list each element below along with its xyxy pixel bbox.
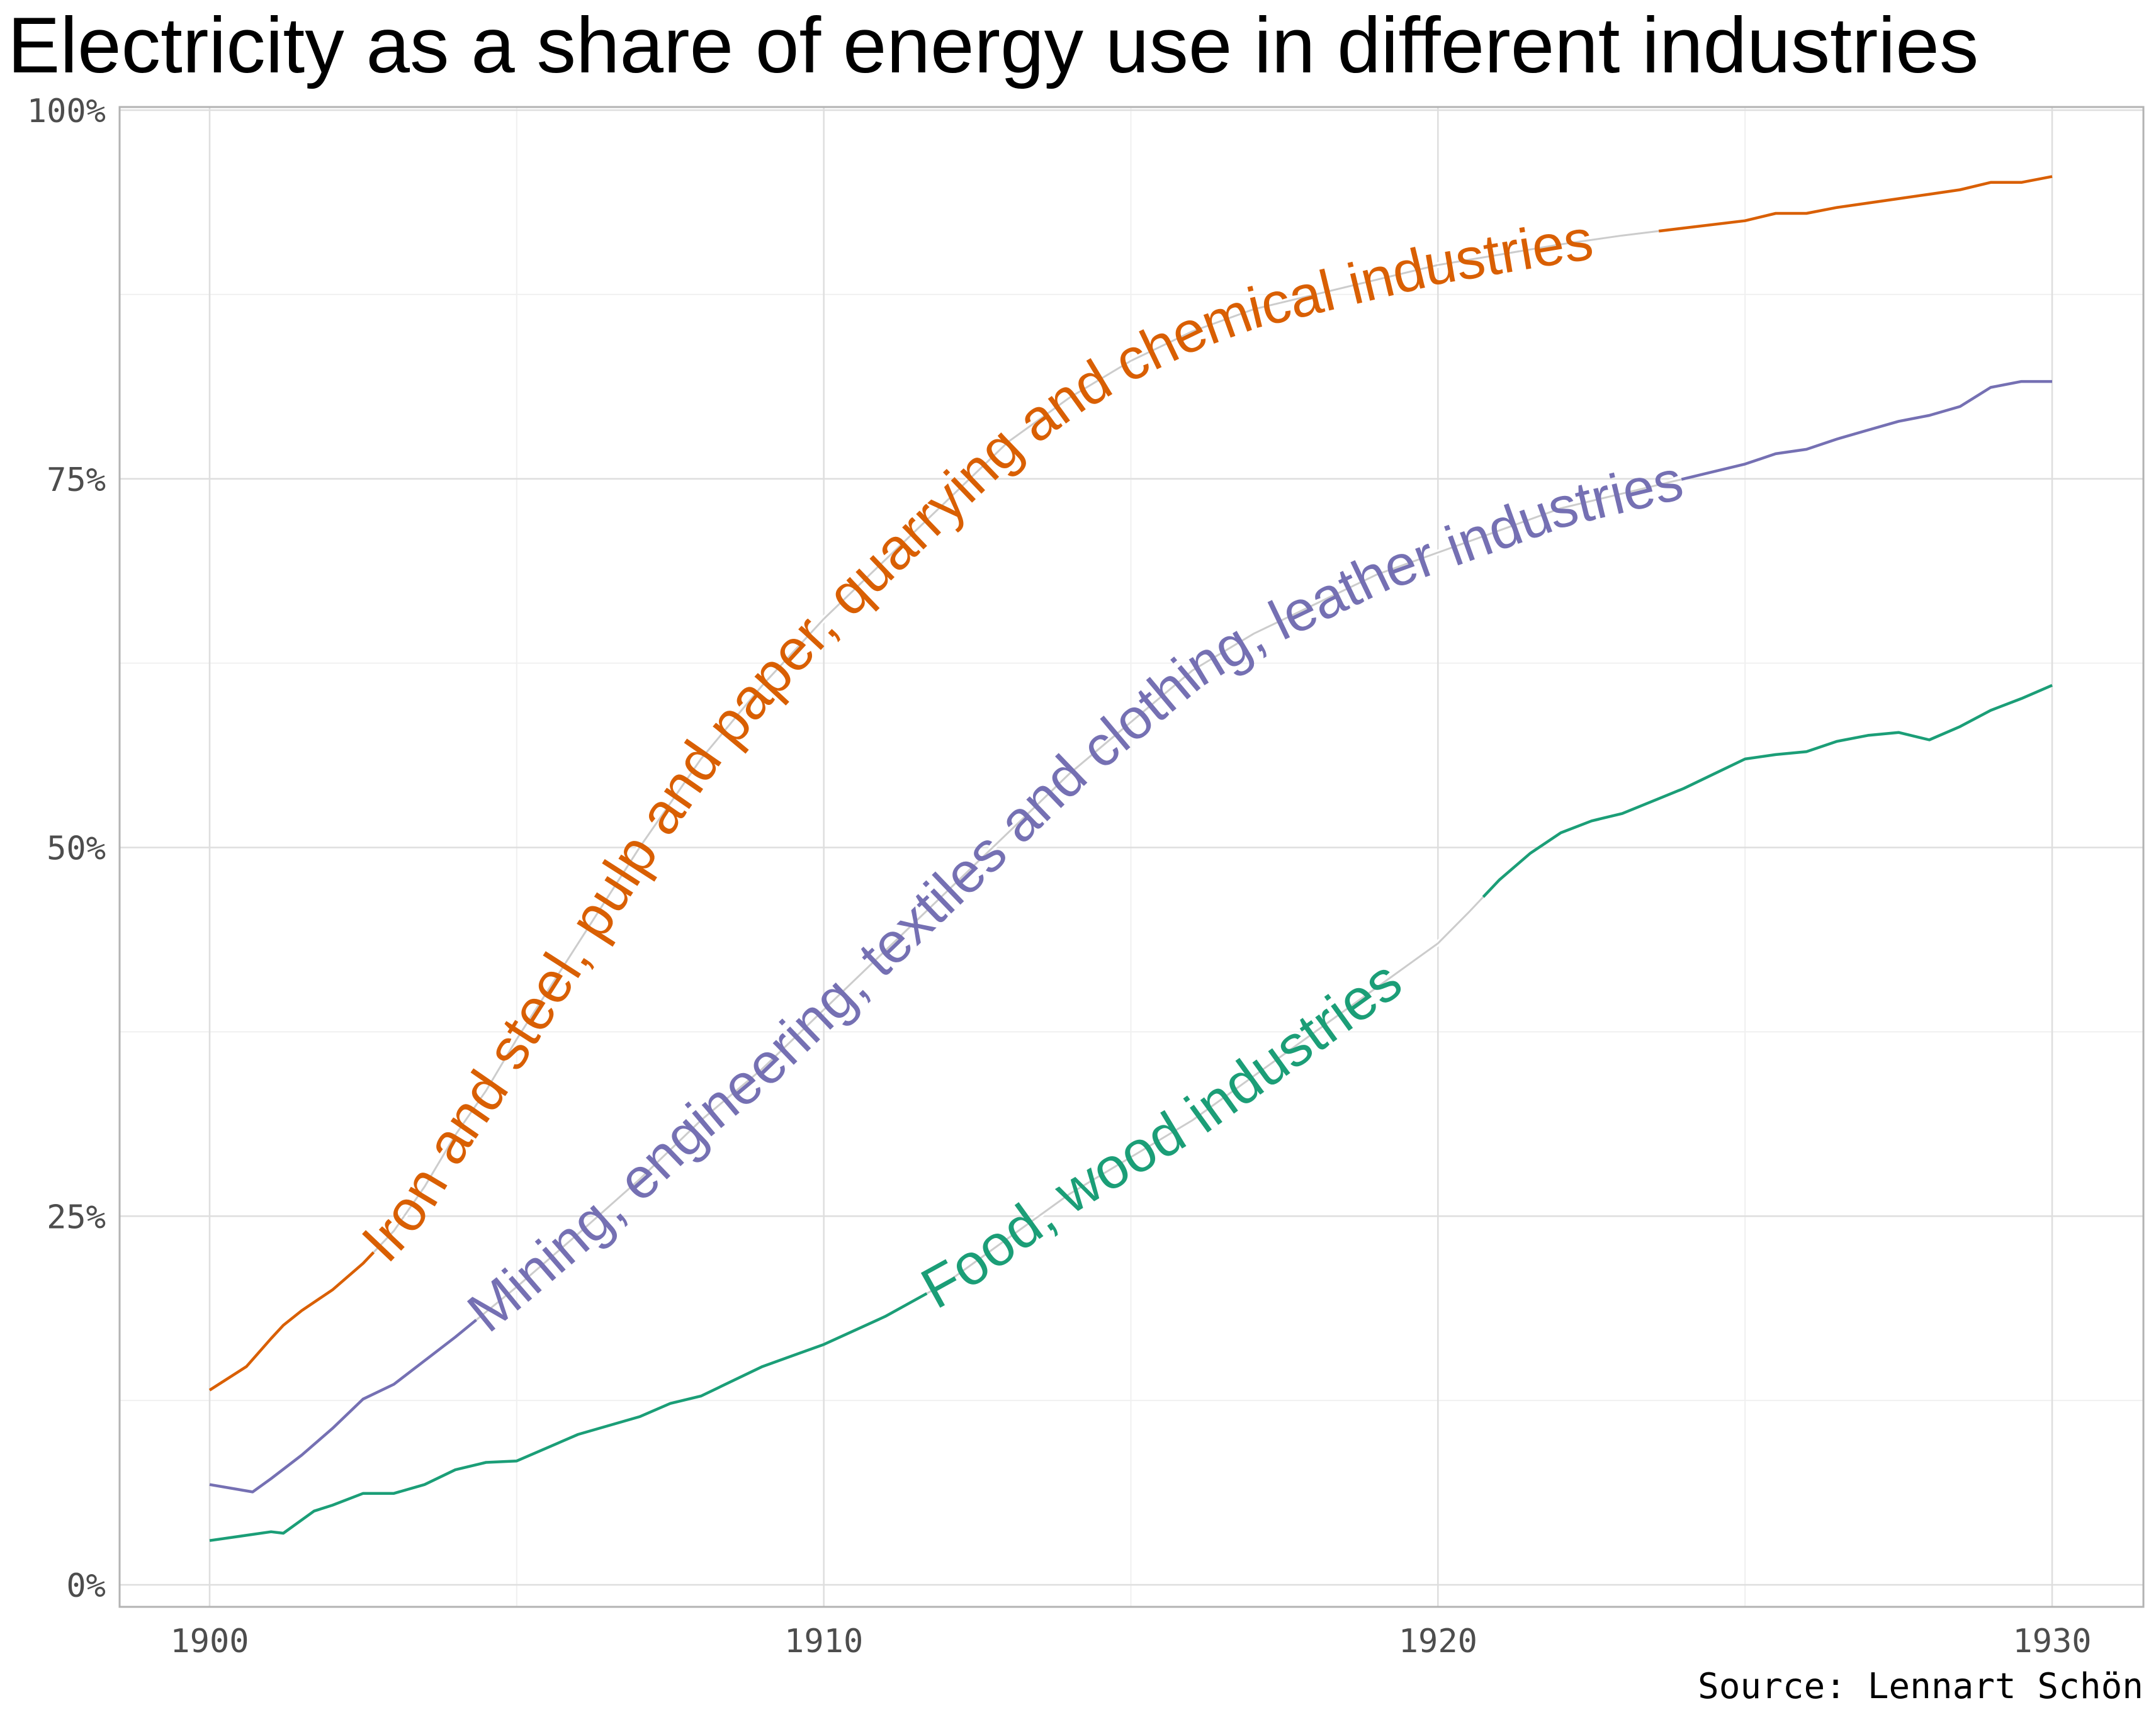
chart-title: Electricity as a share of energy use in … [8, 2, 1978, 89]
x-axis: 1900 1910 1920 1930 [170, 1623, 2091, 1660]
x-tick-label: 1920 [1399, 1623, 1477, 1660]
y-tick-label: 0% [66, 1567, 106, 1605]
x-tick-label: 1900 [170, 1623, 249, 1660]
series-label-guide [209, 175, 2053, 1391]
grid [120, 107, 2143, 1607]
x-tick-label: 1930 [2012, 1623, 2091, 1660]
chart-source-caption: Source: Lennart Schön [1698, 1666, 2143, 1707]
series-label-guide [209, 380, 2052, 1493]
y-tick-label: 75% [47, 461, 106, 499]
y-axis: 0% 25% 50% 75% 100% [27, 93, 106, 1605]
y-tick-label: 50% [47, 830, 106, 868]
y-tick-label: 100% [27, 93, 106, 130]
y-tick-label: 25% [47, 1198, 106, 1236]
x-tick-label: 1910 [784, 1623, 863, 1660]
series-label-guide [209, 684, 2053, 1542]
plot-border [118, 106, 2145, 1608]
